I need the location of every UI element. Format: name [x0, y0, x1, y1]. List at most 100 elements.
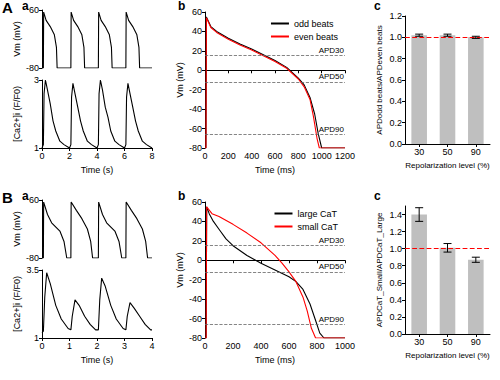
- svg-text:1: 1: [34, 333, 39, 343]
- svg-text:90: 90: [471, 337, 481, 347]
- svg-text:B: B: [2, 189, 13, 206]
- svg-text:0: 0: [202, 341, 207, 351]
- svg-text:1.2: 1.2: [389, 227, 402, 237]
- svg-text:APD30: APD30: [319, 46, 345, 55]
- svg-text:Time (ms): Time (ms): [255, 165, 295, 175]
- svg-text:3.5: 3.5: [26, 265, 39, 275]
- svg-text:0: 0: [39, 341, 44, 351]
- svg-text:1: 1: [34, 143, 39, 153]
- svg-text:APDCaT_Small/APDCaT_Large: APDCaT_Small/APDCaT_Large: [375, 212, 384, 327]
- svg-text:-40: -40: [189, 294, 202, 304]
- svg-text:Vm (mV): Vm (mV): [12, 211, 22, 247]
- svg-text:-20: -20: [189, 85, 202, 95]
- svg-text:0: 0: [197, 255, 202, 265]
- svg-text:6: 6: [122, 151, 127, 161]
- svg-text:-60: -60: [189, 314, 202, 324]
- svg-text:even beats: even beats: [294, 32, 339, 42]
- svg-text:40: 40: [192, 216, 202, 226]
- svg-text:40: 40: [192, 26, 202, 36]
- svg-text:60: 60: [192, 197, 202, 207]
- svg-text:0.0: 0.0: [389, 139, 402, 149]
- svg-text:30: 30: [414, 337, 424, 347]
- svg-text:APD90: APD90: [319, 315, 345, 324]
- svg-text:30: 30: [414, 147, 424, 157]
- svg-text:1.0: 1.0: [389, 32, 402, 42]
- svg-text:4: 4: [149, 341, 154, 351]
- svg-text:[Ca2+]i (F/F0): [Ca2+]i (F/F0): [12, 276, 22, 332]
- svg-text:0.0: 0.0: [389, 329, 402, 339]
- svg-text:0.6: 0.6: [389, 278, 402, 288]
- svg-text:0.6: 0.6: [389, 75, 402, 85]
- svg-text:a: a: [22, 189, 29, 203]
- svg-text:Time (ms): Time (ms): [255, 355, 295, 365]
- svg-text:1.0: 1.0: [389, 244, 402, 254]
- svg-text:-80: -80: [26, 63, 39, 73]
- svg-text:2: 2: [94, 341, 99, 351]
- svg-text:a: a: [22, 0, 29, 13]
- svg-text:APD50: APD50: [319, 262, 345, 271]
- svg-text:small CaT: small CaT: [297, 222, 338, 232]
- svg-text:-60: -60: [189, 124, 202, 134]
- svg-text:odd beats: odd beats: [294, 19, 334, 29]
- svg-text:1200: 1200: [335, 151, 355, 161]
- svg-text:600: 600: [281, 341, 296, 351]
- svg-text:1.4: 1.4: [389, 210, 402, 220]
- svg-text:c: c: [374, 189, 381, 203]
- svg-text:b: b: [178, 0, 185, 13]
- svg-text:0.8: 0.8: [389, 261, 402, 271]
- svg-text:1000: 1000: [312, 151, 332, 161]
- svg-text:20: 20: [192, 236, 202, 246]
- svg-text:400: 400: [244, 151, 259, 161]
- svg-text:Vm (mV): Vm (mV): [12, 21, 22, 57]
- svg-text:0.4: 0.4: [389, 96, 402, 106]
- svg-text:200: 200: [221, 151, 236, 161]
- svg-text:-80: -80: [189, 143, 202, 153]
- svg-text:1.2: 1.2: [389, 11, 402, 21]
- svg-text:50: 50: [442, 147, 452, 157]
- svg-text:1000: 1000: [335, 341, 355, 351]
- svg-text:400: 400: [253, 341, 268, 351]
- svg-text:Repolarization level (%): Repolarization level (%): [405, 351, 490, 360]
- svg-text:0: 0: [202, 151, 207, 161]
- svg-text:0: 0: [197, 65, 202, 75]
- svg-text:APD30: APD30: [319, 236, 345, 245]
- svg-text:8: 8: [149, 151, 154, 161]
- svg-text:0.8: 0.8: [389, 54, 402, 64]
- svg-text:Vm (mV): Vm (mV): [175, 62, 185, 98]
- svg-text:600: 600: [267, 151, 282, 161]
- svg-text:[Ca2+]i (F/F0): [Ca2+]i (F/F0): [12, 86, 22, 142]
- svg-text:1: 1: [67, 341, 72, 351]
- svg-text:Time (s): Time (s): [81, 355, 114, 365]
- svg-text:large CaT: large CaT: [297, 209, 337, 219]
- svg-text:800: 800: [309, 341, 324, 351]
- svg-text:60: 60: [29, 195, 39, 205]
- svg-text:-20: -20: [189, 275, 202, 285]
- svg-text:APDodd beats/APDeven beats: APDodd beats/APDeven beats: [375, 25, 384, 134]
- svg-text:Repolarization level (%): Repolarization level (%): [405, 161, 490, 170]
- svg-text:APD90: APD90: [319, 125, 345, 134]
- svg-text:800: 800: [291, 151, 306, 161]
- svg-text:20: 20: [192, 46, 202, 56]
- svg-text:Vm (mV): Vm (mV): [175, 252, 185, 288]
- svg-text:-40: -40: [189, 104, 202, 114]
- svg-text:60: 60: [192, 7, 202, 17]
- svg-text:4: 4: [94, 151, 99, 161]
- svg-text:0.4: 0.4: [389, 295, 402, 305]
- svg-text:200: 200: [225, 341, 240, 351]
- svg-text:0.2: 0.2: [389, 312, 402, 322]
- svg-text:50: 50: [442, 337, 452, 347]
- svg-text:-80: -80: [26, 253, 39, 263]
- svg-text:0: 0: [39, 151, 44, 161]
- svg-text:b: b: [178, 189, 185, 203]
- svg-text:0.2: 0.2: [389, 118, 402, 128]
- svg-text:Time (s): Time (s): [81, 165, 114, 175]
- svg-text:3: 3: [122, 341, 127, 351]
- svg-text:3: 3: [34, 75, 39, 85]
- svg-text:c: c: [374, 0, 381, 13]
- svg-text:90: 90: [471, 147, 481, 157]
- svg-text:A: A: [2, 0, 13, 16]
- svg-text:APD50: APD50: [319, 72, 345, 81]
- svg-text:-80: -80: [189, 333, 202, 343]
- svg-text:2: 2: [67, 151, 72, 161]
- svg-text:60: 60: [29, 5, 39, 15]
